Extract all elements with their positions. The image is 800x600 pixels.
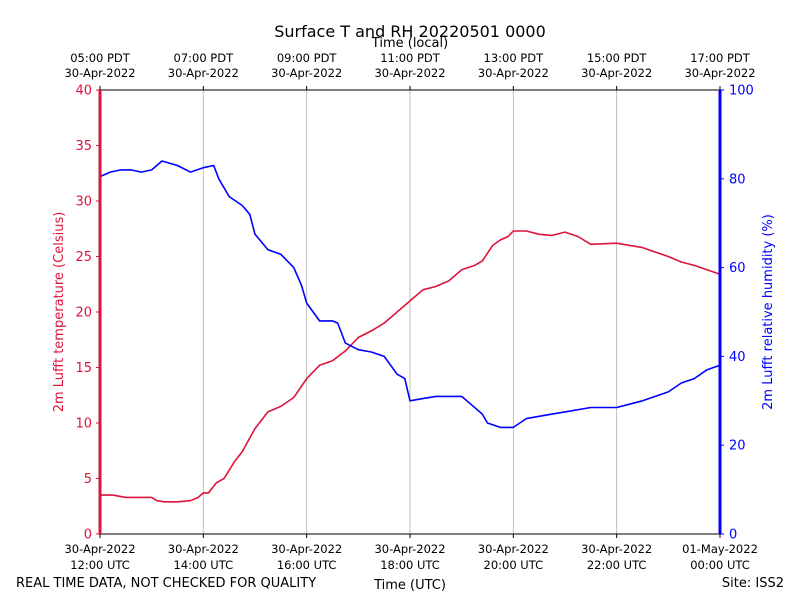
left-tick-label: 10 xyxy=(75,417,92,432)
right-tick-label: 60 xyxy=(729,261,746,276)
left-tick-label: 5 xyxy=(84,472,92,487)
right-tick-label: 20 xyxy=(729,439,746,454)
bottom-tick-label: 30-Apr-2022 xyxy=(271,542,342,556)
top-tick-label: 30-Apr-2022 xyxy=(374,66,445,80)
bottom-tick-label: 01-May-2022 xyxy=(682,542,758,556)
left-tick-label: 30 xyxy=(75,195,92,210)
bottom-axis-label: Time (UTC) xyxy=(373,578,446,593)
site-label: Site: ISS2 xyxy=(721,576,784,591)
bottom-tick-label: 20:00 UTC xyxy=(484,558,544,572)
top-tick-label: 13:00 PDT xyxy=(484,51,545,65)
right-tick-label: 40 xyxy=(729,350,746,365)
bottom-tick-label: 30-Apr-2022 xyxy=(64,542,135,556)
left-axis-label: 2m Lufft temperature (Celsius) xyxy=(52,212,67,413)
bottom-tick-label: 30-Apr-2022 xyxy=(168,542,239,556)
humidity-line xyxy=(99,160,721,429)
top-tick-label: 30-Apr-2022 xyxy=(271,66,342,80)
bottom-tick-label: 30-Apr-2022 xyxy=(581,542,652,556)
top-tick-label: 17:00 PDT xyxy=(690,51,751,65)
top-tick-label: 15:00 PDT xyxy=(587,51,648,65)
top-axis-label: Time (local) xyxy=(371,36,448,51)
top-tick-label: 30-Apr-2022 xyxy=(478,66,549,80)
left-tick-label: 35 xyxy=(75,139,92,154)
bottom-tick-label: 30-Apr-2022 xyxy=(374,542,445,556)
top-tick-label: 05:00 PDT xyxy=(70,51,131,65)
top-tick-label: 09:00 PDT xyxy=(277,51,338,65)
top-tick-label: 30-Apr-2022 xyxy=(581,66,652,80)
bottom-tick-label: 22:00 UTC xyxy=(587,558,647,572)
temperature-line xyxy=(100,230,721,503)
left-tick-label: 15 xyxy=(75,361,92,376)
right-tick-label: 100 xyxy=(729,84,754,99)
top-tick-label: 07:00 PDT xyxy=(174,51,235,65)
bottom-tick-label: 14:00 UTC xyxy=(174,558,234,572)
bottom-tick-label: 12:00 UTC xyxy=(70,558,130,572)
bottom-tick-label: 16:00 UTC xyxy=(277,558,337,572)
axes-layer: 051015202530354002040608010030-Apr-20221… xyxy=(64,51,757,572)
bottom-tick-label: 00:00 UTC xyxy=(690,558,750,572)
left-tick-label: 40 xyxy=(75,84,92,99)
right-tick-label: 80 xyxy=(729,172,746,187)
grid-layer xyxy=(99,90,721,534)
bottom-tick-label: 18:00 UTC xyxy=(380,558,440,572)
data-quality-disclaimer: REAL TIME DATA, NOT CHECKED FOR QUALITY xyxy=(16,576,317,591)
right-tick-label: 0 xyxy=(729,528,737,543)
top-tick-label: 30-Apr-2022 xyxy=(684,66,755,80)
series-layer xyxy=(99,160,721,503)
left-tick-label: 25 xyxy=(75,250,92,265)
chart-title: Surface T and RH 20220501 0000 xyxy=(274,22,546,41)
top-tick-label: 30-Apr-2022 xyxy=(168,66,239,80)
bottom-tick-label: 30-Apr-2022 xyxy=(478,542,549,556)
top-tick-label: 30-Apr-2022 xyxy=(64,66,135,80)
left-tick-label: 20 xyxy=(75,306,92,321)
top-tick-label: 11:00 PDT xyxy=(380,51,441,65)
left-tick-label: 0 xyxy=(84,528,92,543)
right-axis-label: 2m Lufft relative humidity (%) xyxy=(761,214,776,410)
